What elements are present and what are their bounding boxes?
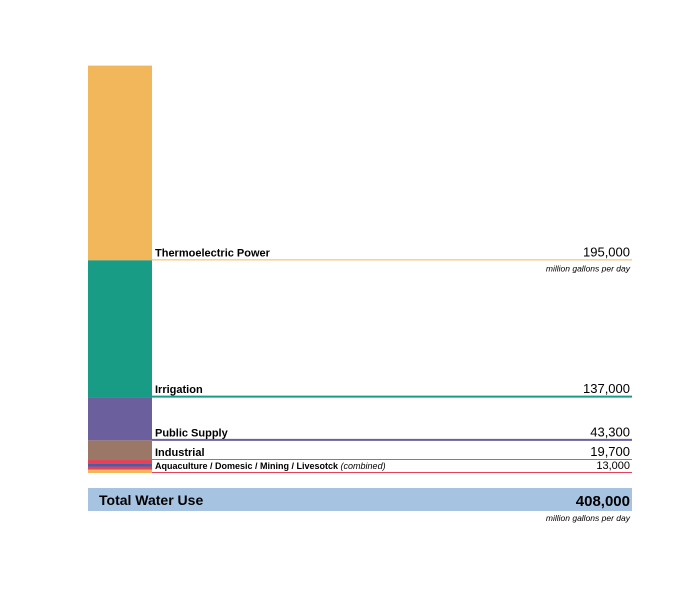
bar-segment-public-supply [88, 397, 152, 441]
value-label-thermoelectric-power: 195,000 [583, 244, 630, 259]
bar-segment-thermoelectric-power [88, 65, 152, 261]
category-label-public-supply: Public Supply [155, 427, 229, 439]
total-value: 408,000 [576, 493, 630, 510]
bar-segment-aquaculture-domesic-mining-livesotck-stripe-3 [88, 466, 152, 470]
category-label-aquaculture-domesic-mining-livesotck: Aquaculture / Domesic / Mining / Livesot… [155, 461, 386, 471]
category-label-industrial: Industrial [155, 447, 205, 459]
bar-segment-aquaculture-domesic-mining-livesotck-stripe-1 [88, 460, 152, 464]
bar-segment-aquaculture-domesic-mining-livesotck-stripe-2 [88, 463, 152, 467]
category-label-irrigation: Irrigation [155, 384, 203, 396]
total-bar [88, 488, 632, 511]
category-label-thermoelectric-power: Thermoelectric Power [155, 247, 271, 259]
bar-segment-irrigation [88, 260, 152, 398]
unit-note-top: million gallons per day [546, 263, 631, 273]
unit-note-total: million gallons per day [546, 513, 631, 523]
bar-segment-industrial [88, 440, 152, 461]
value-label-aquaculture-domesic-mining-livesotck: 13,000 [596, 460, 630, 472]
value-label-public-supply: 43,300 [590, 424, 630, 439]
category-note-aquaculture-domesic-mining-livesotck: (combined) [338, 461, 386, 471]
value-label-industrial: 19,700 [590, 444, 630, 459]
bar-segment-aquaculture-domesic-mining-livesotck-stripe-4 [88, 469, 152, 473]
value-label-irrigation: 137,000 [583, 381, 630, 396]
total-label: Total Water Use [99, 492, 203, 508]
